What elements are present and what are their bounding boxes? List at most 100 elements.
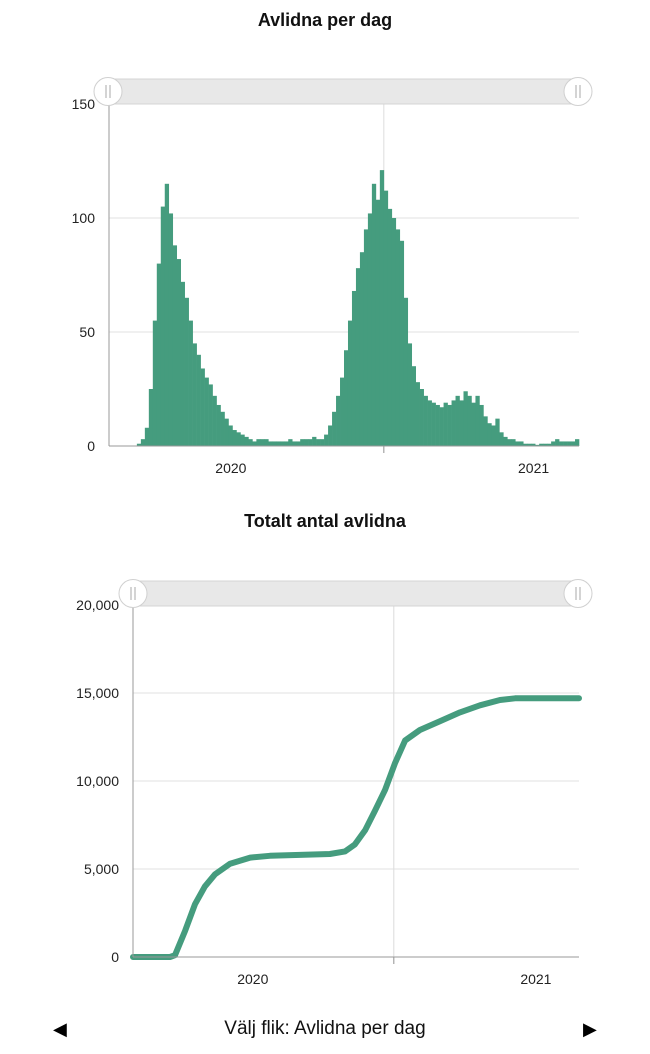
total-y-tick-label: 5,000 <box>84 861 119 877</box>
daily-bar <box>443 402 448 446</box>
total-x-tick-label: 2021 <box>520 971 551 987</box>
daily-bar <box>463 391 468 446</box>
daily-bar <box>296 441 301 446</box>
daily-bar <box>168 213 174 446</box>
daily-bar <box>236 432 241 446</box>
daily-bar <box>276 441 281 446</box>
daily-bar <box>184 297 189 446</box>
daily-bar <box>571 441 576 446</box>
daily-bar <box>280 441 285 446</box>
daily-bar <box>196 354 201 446</box>
daily-bar <box>192 343 197 446</box>
daily-bar <box>375 199 381 446</box>
daily-bar <box>208 384 213 446</box>
daily-bar <box>340 377 345 446</box>
daily-bar <box>164 183 170 447</box>
prev-tab-arrow-icon[interactable]: ◀ <box>53 1019 67 1039</box>
daily-bar <box>407 343 413 446</box>
daily-bar <box>220 411 225 446</box>
daily-bar <box>475 395 480 446</box>
daily-bar <box>268 441 273 446</box>
daily-bar <box>312 436 317 446</box>
daily-bar <box>152 320 158 446</box>
daily-bar <box>395 229 401 446</box>
daily-bar <box>359 252 365 446</box>
total-x-tick-label: 2020 <box>237 971 268 987</box>
daily-bar <box>531 443 536 446</box>
daily-bar <box>264 439 269 446</box>
daily-bar <box>156 263 162 446</box>
daily-bar <box>256 439 261 446</box>
daily-bar <box>539 443 544 446</box>
daily-bar <box>371 183 377 447</box>
daily-bar <box>451 400 456 446</box>
total-range-slider[interactable] <box>127 580 586 607</box>
daily-bar <box>399 240 405 446</box>
chart-title-total: Totalt antal avlidna <box>244 511 406 531</box>
daily-bar <box>447 404 452 446</box>
daily-bar <box>204 377 209 446</box>
total-range-handle-left[interactable] <box>118 579 148 608</box>
daily-bar <box>419 389 424 446</box>
daily-y-tick-label: 50 <box>79 324 95 340</box>
daily-x-tick-label: 2020 <box>215 460 246 476</box>
daily-bar <box>347 320 353 446</box>
daily-bar <box>308 439 313 446</box>
daily-bar <box>387 208 393 446</box>
total-y-tick-label: 20,000 <box>76 597 119 613</box>
daily-bar <box>248 439 253 446</box>
tab-selector-label: Välj flik: Avlidna per dag <box>224 1018 426 1039</box>
daily-bar <box>336 395 341 446</box>
daily-bar <box>523 443 528 446</box>
daily-bar <box>515 441 520 446</box>
daily-bar <box>292 441 297 446</box>
next-tab-arrow-icon[interactable]: ▶ <box>583 1019 597 1039</box>
daily-bar <box>499 432 504 446</box>
daily-bar <box>355 268 361 446</box>
daily-bar <box>379 170 385 446</box>
daily-bar <box>535 444 540 446</box>
daily-bar <box>140 439 146 446</box>
daily-bar <box>547 443 552 446</box>
daily-bar <box>180 281 185 446</box>
daily-bar <box>575 439 580 446</box>
daily-bar <box>300 439 305 446</box>
daily-bar <box>527 443 532 446</box>
daily-bar <box>559 441 564 446</box>
chart-title-daily: Avlidna per dag <box>257 10 393 30</box>
daily-bar <box>260 439 265 446</box>
daily-bar <box>160 206 166 446</box>
daily-bar <box>328 425 333 446</box>
total-range-handle-right[interactable] <box>563 579 593 608</box>
daily-bar <box>316 439 321 446</box>
daily-bar <box>252 441 257 446</box>
daily-bar <box>471 402 476 446</box>
daily-bar <box>324 434 329 446</box>
total-series-line <box>130 695 582 960</box>
daily-bar <box>136 443 142 446</box>
daily-bar <box>459 400 464 446</box>
daily-bar <box>383 190 389 446</box>
daily-y-tick-label: 100 <box>72 210 96 226</box>
daily-bar <box>200 368 205 446</box>
daily-bar <box>272 441 277 446</box>
daily-range-handle-right[interactable] <box>563 77 593 106</box>
daily-bar <box>176 259 181 446</box>
daily-bar <box>363 229 369 446</box>
daily-bar <box>403 297 409 446</box>
daily-y-tick-label: 0 <box>87 438 95 454</box>
daily-range-slider[interactable] <box>102 78 586 105</box>
daily-bar <box>543 443 548 446</box>
daily-bar <box>555 439 560 446</box>
daily-bar <box>244 436 249 446</box>
daily-bar <box>332 411 337 446</box>
daily-bar <box>288 439 293 446</box>
daily-range-handle-left[interactable] <box>93 77 123 106</box>
daily-bar <box>455 395 460 446</box>
daily-bar <box>483 416 488 446</box>
daily-bar <box>284 441 289 446</box>
daily-bar <box>423 395 428 446</box>
daily-bar <box>188 320 193 446</box>
daily-bar <box>519 441 524 446</box>
